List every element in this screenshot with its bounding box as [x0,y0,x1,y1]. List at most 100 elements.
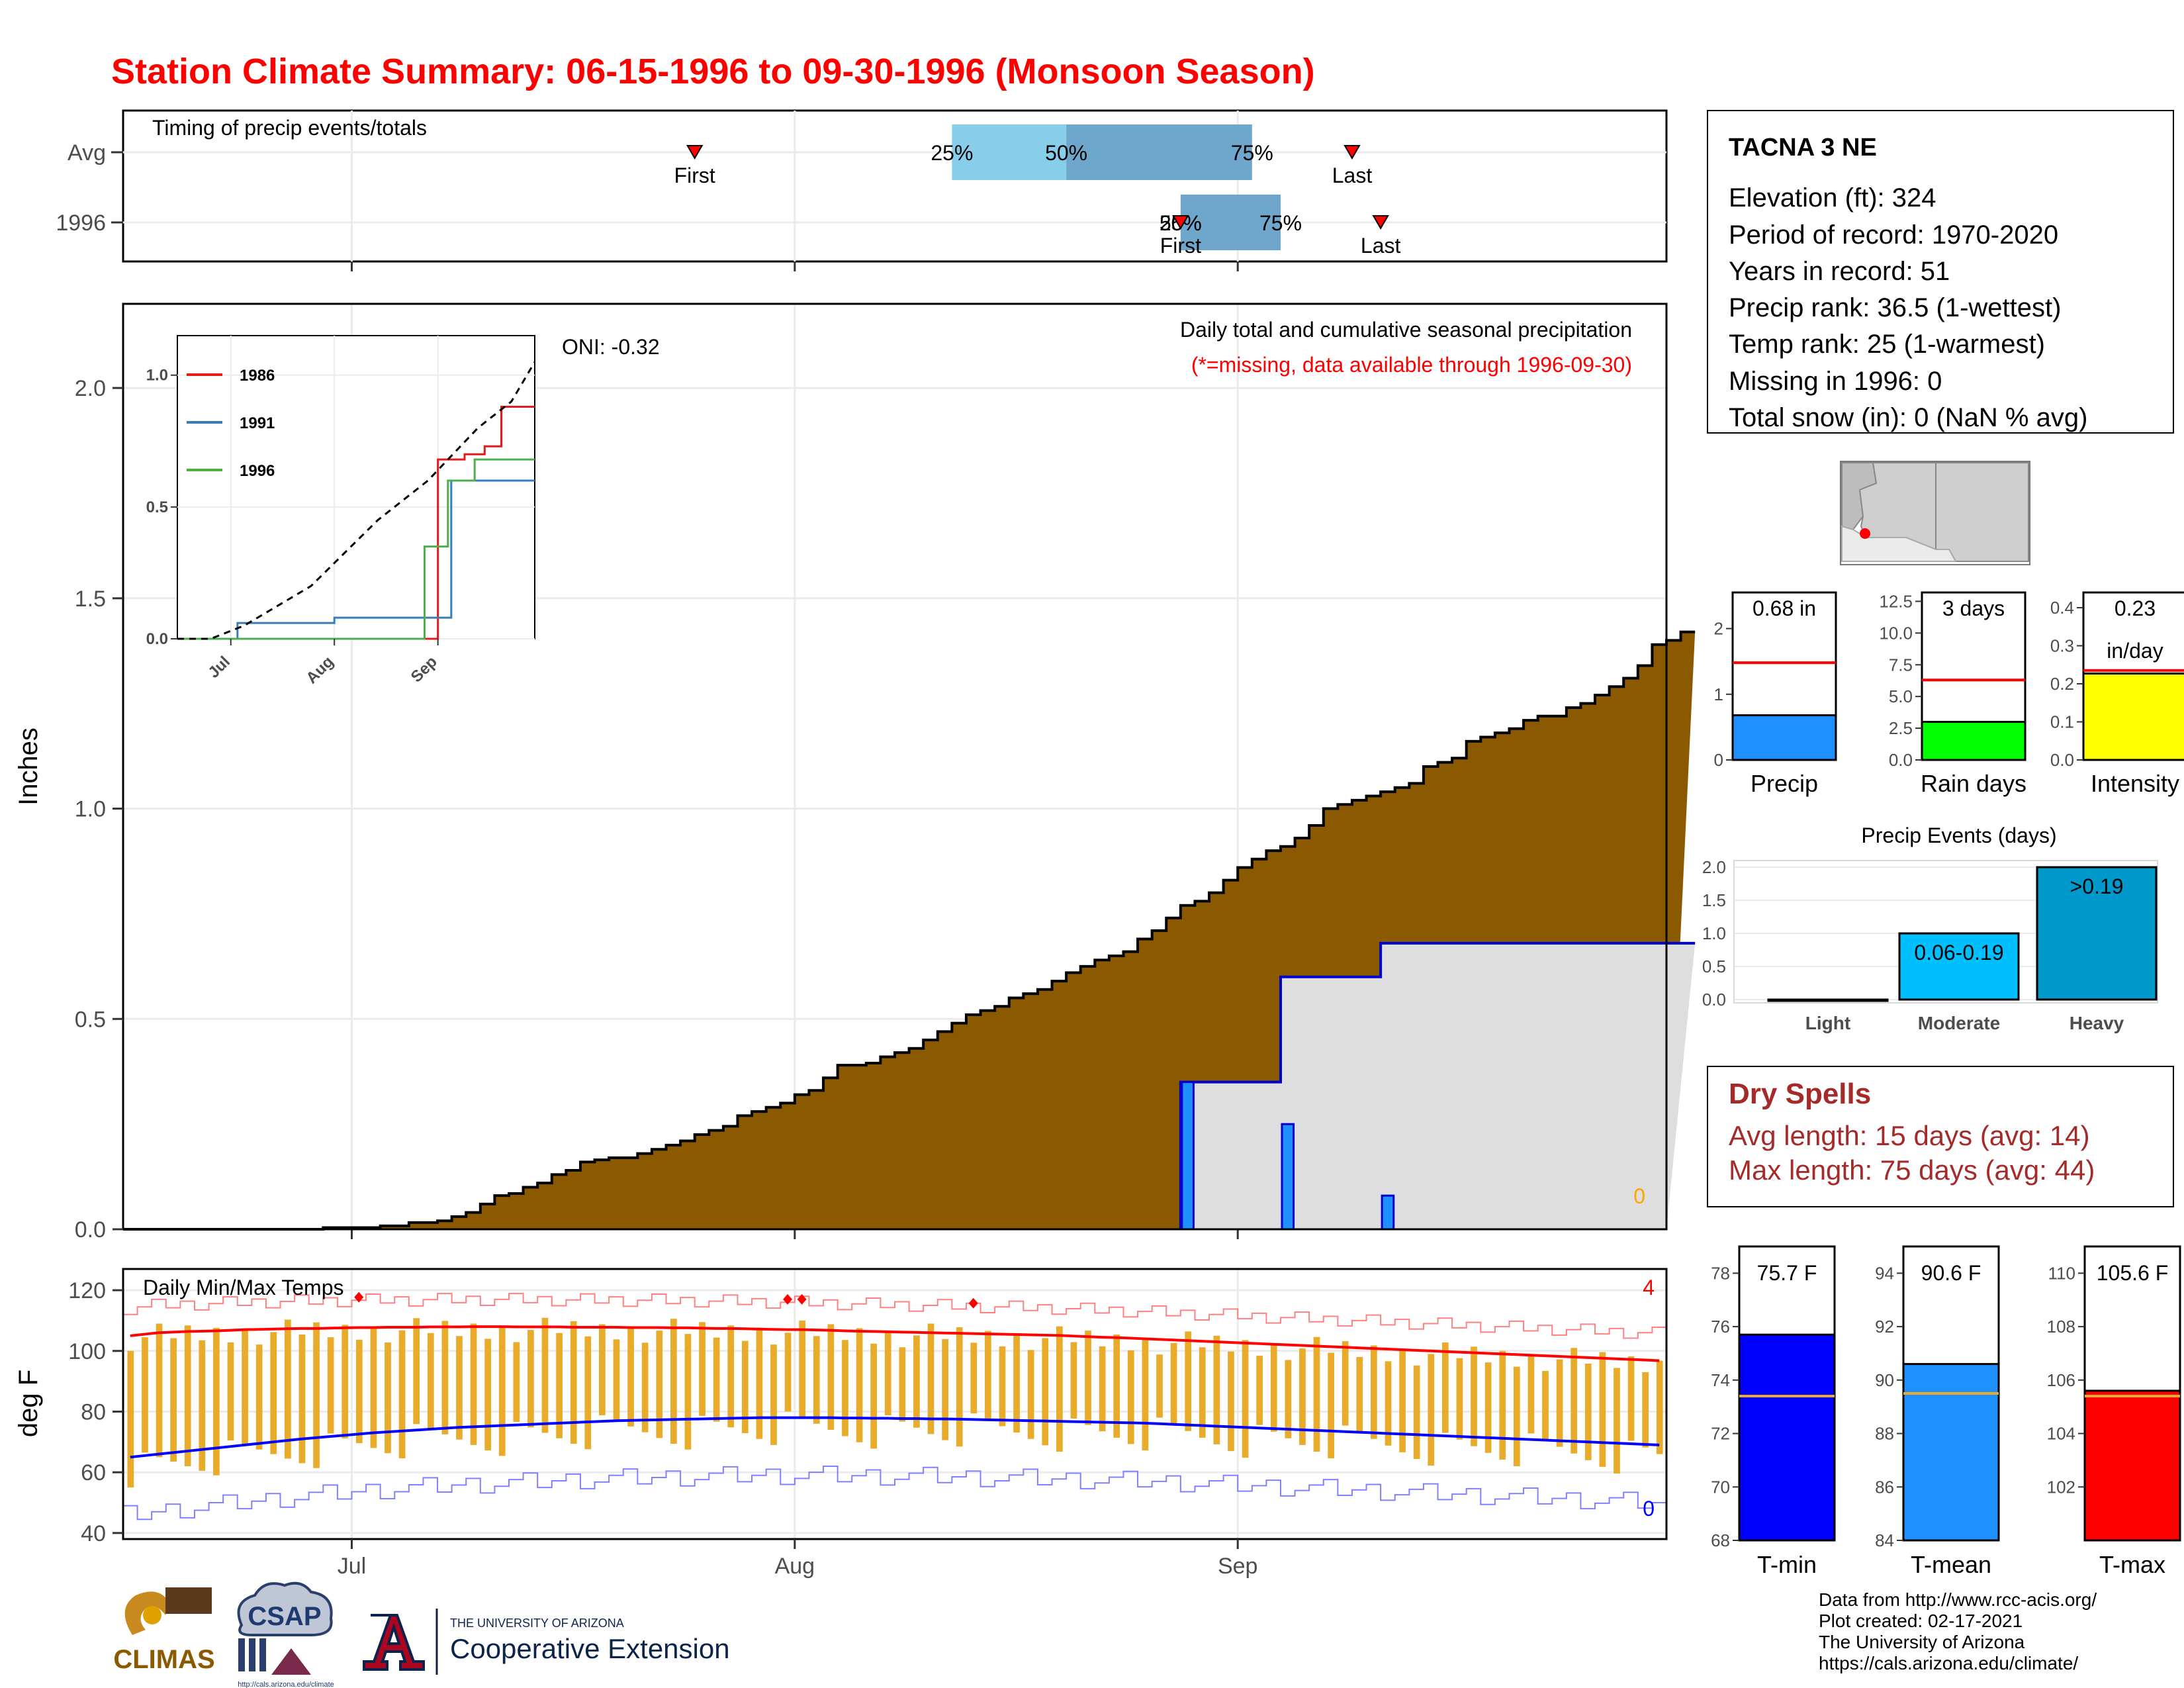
inset-y-tick-label: 1.0 [146,367,168,385]
daily-temp-bar [142,1337,148,1453]
mini-bar-value-label: in/day [2107,639,2163,663]
station-temp-rank: Temp rank: 25 (1-warmest) [1729,330,2045,359]
temp-x-tick-label: Jul [338,1554,366,1579]
footer-line-created: Plot created: 02-17-2021 [1819,1611,2023,1631]
daily-temp-bar [527,1330,534,1428]
mini-bar-value [1731,714,1837,761]
daily-temp-bar [213,1327,220,1476]
timing-first-marker [686,145,704,160]
events-bar [2036,866,2158,1001]
mini-bar-value-label: 3 days [1942,596,2005,620]
daily-temp-bar [1570,1348,1578,1454]
daily-temp-bar [1399,1349,1406,1452]
temp-bar-tick-label: 86 [1875,1477,1894,1497]
daily-temp-bar [255,1344,263,1450]
daily-temp-bar [1356,1356,1363,1432]
daily-temp-bar [498,1327,506,1456]
daily-temp-bar [599,1324,606,1415]
timing-first-label: First [1160,234,1201,258]
daily-temp-bar [1213,1335,1220,1444]
mini-bar-tick-label: 0 [1714,750,1723,770]
daily-temp-bar [156,1323,163,1458]
dry-spells-max: Max length: 75 days (avg: 44) [1729,1154,2095,1186]
university-of-arizona-logo: THE UNIVERSITY OF ARIZONA Cooperative Ex… [363,1609,730,1675]
daily-temp-bar [1027,1350,1034,1439]
timing-q75-label: 75% [1231,141,1273,165]
precip-y-tick-label: 2.0 [75,376,106,401]
mini-bar-tick-label: 12.5 [1879,591,1913,611]
daily-temp-bar [1127,1350,1134,1444]
inset-series-avg [177,361,536,640]
seasonal-temperature-bars: 75.7 F 68 70 72 74 76 78 T-min 90.6 F 84 86 88 90 92 9… [1711,1245,2181,1578]
temp-bar-tick-label: 104 [2047,1424,2075,1444]
temp-bar-tick-label: 106 [2047,1370,2075,1390]
temp-bar-tick-label: 92 [1875,1317,1894,1336]
csap-logo: CSAP http://cals.arizona.edu/climate [237,1581,334,1688]
timing-first-label: First [674,164,715,187]
record-high-marker [354,1291,364,1303]
footer-line-data: Data from http://www.rcc-acis.org/ [1819,1589,2097,1610]
timing-q75-label: 75% [1259,211,1302,235]
climas-logo: CLIMAS [113,1587,215,1674]
daily-temp-bar [313,1322,320,1468]
daily-temp-bar [1499,1350,1506,1460]
mini-bar-value-label: 0.68 in [1752,596,1816,620]
temp-bar-tick-label: 68 [1711,1530,1730,1550]
daily-temp-bar [842,1340,848,1436]
daily-temp-bar [956,1327,963,1447]
daily-temp-bar [1256,1356,1263,1425]
events-chart-title: Precip Events (days) [1861,823,2056,847]
daily-temp-bar [870,1343,878,1449]
daily-temp-bar [799,1320,806,1418]
daily-temp-bar [1156,1354,1163,1418]
daily-temp-bar [199,1340,206,1471]
daily-temp-bar [1185,1331,1192,1431]
temp-bar-tick-label: 88 [1875,1424,1894,1444]
daily-temp-bar [699,1322,705,1416]
mini-bar-tick-label: 0.3 [2050,636,2074,656]
footer-line-url: https://cals.arizona.edu/climate/ [1819,1653,2078,1673]
temp-bar-tick-label: 72 [1711,1424,1730,1444]
timing-row-label-year: 1996 [56,211,106,236]
mini-bar-tick-label: 0.1 [2050,712,2074,732]
inset-y-tick-label: 0.5 [146,498,168,516]
temp-bar-tick-label: 78 [1711,1263,1730,1283]
precip-y-tick-label: 0.5 [75,1007,106,1032]
timing-box-upper [1180,195,1281,250]
temp-bar-value [1902,1363,2000,1542]
temp-y-tick-label: 40 [81,1521,106,1546]
daily-temp-bar [541,1317,549,1433]
temp-x-tick-label: Sep [1218,1554,1258,1579]
inset-series-1996 [177,458,535,640]
current-cumulative-area [1180,943,1696,1229]
daily-temp-bar [756,1329,763,1439]
daily-precip-bar [1381,1194,1395,1231]
temp-bar-value-label: 75.7 F [1757,1261,1817,1285]
timing-panel-title: Timing of precip events/totals [152,116,427,140]
temp-bar-tick-label: 70 [1711,1477,1730,1497]
ua-big-text: Cooperative Extension [450,1633,730,1664]
mini-bar-tick-label: 10.0 [1879,623,1913,643]
daily-temp-bar [1342,1341,1349,1426]
daily-temp-bar [413,1318,420,1425]
daily-temp-bar [556,1333,563,1438]
missing-count: 0 [1633,1184,1645,1208]
daily-temp-bar [227,1342,234,1441]
daily-temp-bar [570,1321,577,1444]
daily-temp-bar [1513,1366,1520,1466]
daily-temp-bar [1013,1335,1020,1433]
daily-temp-bar [1099,1346,1106,1432]
events-category-label: Moderate [1918,1013,2000,1033]
temp-bar-category-label: T-mean [1911,1551,1991,1578]
station-elevation: Elevation (ft): 324 [1729,183,1936,212]
daily-temp-bar [1556,1359,1563,1447]
mini-bar-tick-label: 5.0 [1889,686,1913,706]
mini-bar-category-label: Precip [1751,770,1818,797]
temp-bar-tick-label: 102 [2047,1477,2075,1497]
timing-last-label: Last [1332,164,1373,187]
daily-temp-bar [827,1324,835,1430]
mini-bar-tick-label: 0.4 [2050,598,2074,618]
